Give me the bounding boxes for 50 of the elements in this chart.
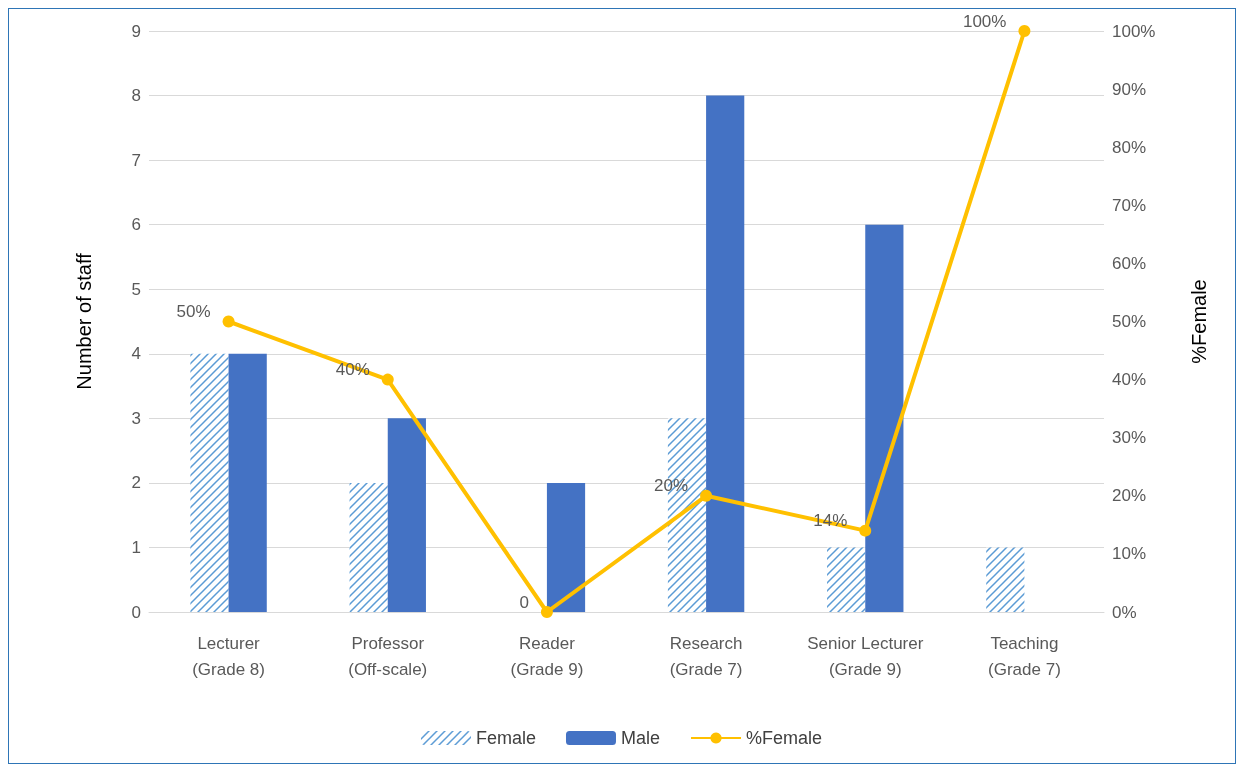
y-tick-label: 7 (131, 150, 141, 170)
point (700, 489, 713, 502)
y2-tick-label: 100% (1112, 21, 1156, 41)
bar (228, 353, 267, 612)
legend-label: Male (620, 728, 661, 748)
x-tick-label: Senior Lecturer (Grade 9) (807, 633, 924, 679)
y2-tick-label: 90% (1112, 79, 1147, 99)
point (222, 315, 235, 328)
bar (865, 224, 904, 612)
y-tick-label: 0 (131, 602, 141, 622)
bar (827, 547, 866, 612)
y2-tick-label: 10% (1112, 544, 1147, 564)
y-tick-label: 6 (131, 215, 141, 235)
y2-tick-label: 80% (1112, 137, 1147, 157)
x-tick-label: Professor (Off-scale) (348, 633, 428, 679)
y-tick-label: 9 (131, 21, 141, 41)
x-tick-label: Teaching (Grade 7) (988, 633, 1061, 679)
bar (546, 482, 586, 612)
x-tick-label: Research (Grade 7) (669, 633, 743, 679)
bar (190, 353, 229, 612)
y2-tick-label: 50% (1112, 312, 1147, 331)
y-tick-label: 3 (131, 408, 141, 428)
data-label: 50% (176, 302, 211, 321)
y-axis-title: Number of staff (73, 252, 95, 390)
y-tick-label: 4 (131, 344, 141, 364)
point (381, 373, 394, 386)
y2-axis-title: %Female (1188, 279, 1210, 364)
legend-label: Female (475, 728, 536, 748)
x-tick-label: Reader (Grade 9) (510, 633, 584, 679)
point (859, 524, 872, 537)
y-tick-label: 2 (131, 473, 141, 493)
point (540, 606, 553, 618)
y2-tick-label: 20% (1112, 486, 1147, 506)
y2-tick-label: 60% (1112, 253, 1147, 273)
y2-tick-label: 30% (1112, 428, 1147, 448)
y-tick-label: 8 (131, 86, 141, 106)
y-tick-label: 1 (131, 537, 141, 557)
point (1018, 25, 1031, 37)
y2-tick-label: 70% (1112, 195, 1147, 215)
bar (387, 418, 426, 612)
y2-tick-label: 40% (1112, 370, 1147, 390)
legend-label: %Female (746, 728, 823, 748)
data-label: 100% (962, 11, 1007, 31)
bar (986, 547, 1025, 612)
y2-tick-label: 0% (1112, 602, 1137, 622)
bar (706, 95, 745, 612)
data-label: 0 (519, 592, 529, 612)
bar (349, 482, 388, 612)
x-tick-label: Lecturer (Grade 8) (192, 633, 265, 679)
y-tick-label: 5 (131, 279, 141, 299)
